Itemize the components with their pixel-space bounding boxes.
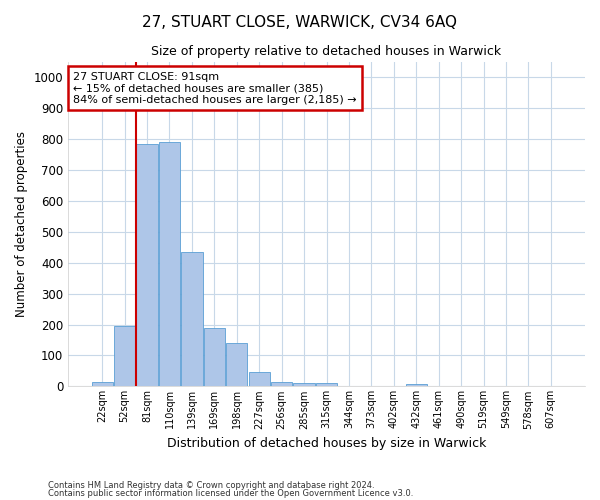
Bar xyxy=(136,144,158,386)
Text: 27 STUART CLOSE: 91sqm
← 15% of detached houses are smaller (385)
84% of semi-de: 27 STUART CLOSE: 91sqm ← 15% of detached… xyxy=(73,72,357,105)
Bar xyxy=(159,142,180,386)
Bar xyxy=(406,384,427,386)
Text: 27, STUART CLOSE, WARWICK, CV34 6AQ: 27, STUART CLOSE, WARWICK, CV34 6AQ xyxy=(143,15,458,30)
Bar xyxy=(293,384,315,386)
Bar xyxy=(248,372,270,386)
Bar xyxy=(114,326,135,386)
Bar xyxy=(204,328,225,386)
Bar xyxy=(226,343,247,386)
Bar xyxy=(316,384,337,386)
Bar xyxy=(92,382,113,386)
Bar xyxy=(181,252,203,386)
Title: Size of property relative to detached houses in Warwick: Size of property relative to detached ho… xyxy=(151,45,502,58)
Text: Contains public sector information licensed under the Open Government Licence v3: Contains public sector information licen… xyxy=(48,489,413,498)
Text: Contains HM Land Registry data © Crown copyright and database right 2024.: Contains HM Land Registry data © Crown c… xyxy=(48,480,374,490)
Y-axis label: Number of detached properties: Number of detached properties xyxy=(15,131,28,317)
X-axis label: Distribution of detached houses by size in Warwick: Distribution of detached houses by size … xyxy=(167,437,486,450)
Bar xyxy=(271,382,292,386)
